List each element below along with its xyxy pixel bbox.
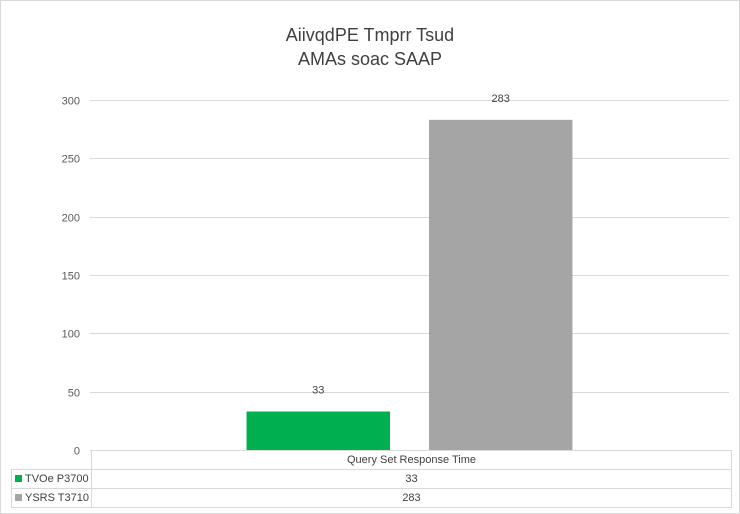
legend-entry-series-2: YSRS T3710 (11, 488, 92, 508)
data-label-series-2: 283 (492, 93, 510, 105)
y-tick-label-300: 300 (62, 96, 80, 108)
legend-label-series-1: TVOe P3700 (25, 473, 89, 485)
y-tick-label-100: 100 (62, 329, 80, 341)
y-tick-label-250: 250 (62, 154, 80, 166)
data-table-value-series-2: 283 (91, 488, 732, 508)
data-table-row-series-2: YSRS T3710 283 (11, 488, 732, 508)
legend-key-series-2 (15, 493, 22, 501)
data-label-series-1: 33 (312, 385, 324, 397)
bar-series-2 (429, 119, 573, 450)
bar-series-1 (246, 411, 390, 450)
chart-title: AiivqdPE Tmprr Tsud AMAs soac SAAP (1, 23, 739, 71)
data-table-header-row: Query Set Response Time (11, 450, 732, 470)
data-table-category: Query Set Response Time (91, 450, 732, 470)
y-tick-label-50: 50 (68, 388, 80, 400)
y-tick-label-150: 150 (62, 271, 80, 283)
data-table: Query Set Response Time TVOe P3700 33 YS… (11, 450, 732, 508)
data-table-row-series-1: TVOe P3700 33 (11, 469, 732, 489)
legend-entry-series-1: TVOe P3700 (11, 469, 92, 489)
chart-title-line-1: AiivqdPE Tmprr Tsud (285, 25, 455, 45)
data-table-corner (11, 450, 92, 470)
chart-title-line-2: AMAs soac SAAP (297, 49, 443, 69)
y-tick-label-200: 200 (62, 213, 80, 225)
data-table-value-series-1: 33 (91, 469, 732, 489)
legend-label-series-2: YSRS T3710 (25, 492, 90, 504)
legend-key-series-1 (15, 474, 22, 482)
